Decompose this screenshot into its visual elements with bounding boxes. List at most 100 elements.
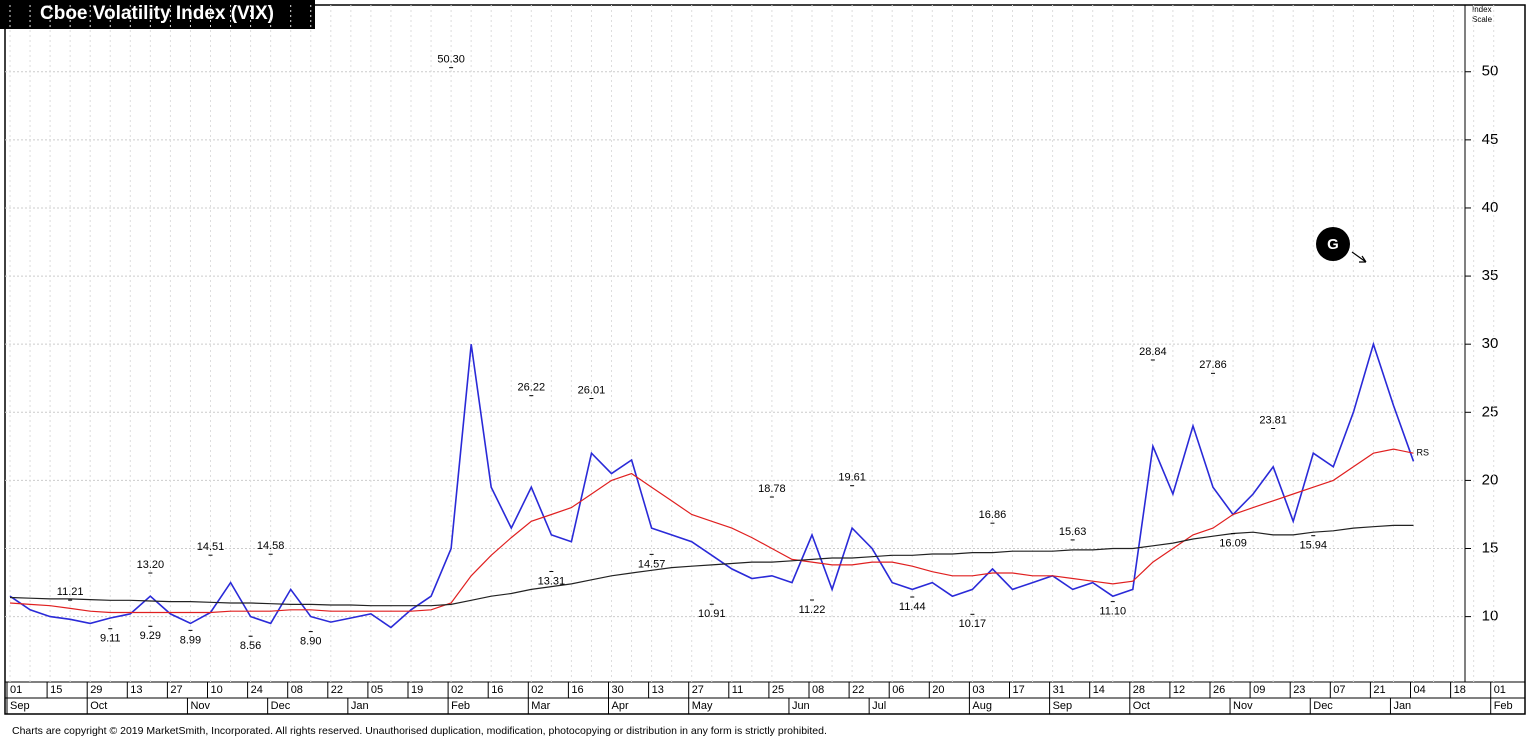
x-tick-label: 04: [1414, 684, 1426, 696]
x-tick-label: 12: [1173, 684, 1185, 696]
series-line: [9, 448, 1414, 614]
annotation: 8.99: [180, 634, 201, 646]
month-label: Feb: [1494, 700, 1513, 712]
x-tick-label: 03: [972, 684, 984, 696]
annotation: 26.01: [578, 384, 606, 396]
x-tick-label: 02: [451, 684, 463, 696]
x-tick-label: 22: [852, 684, 864, 696]
x-tick-label: 19: [411, 684, 423, 696]
series-line: [9, 524, 1414, 607]
x-tick-label: 22: [331, 684, 343, 696]
marker-label: G: [1327, 236, 1339, 253]
annotation: 16.09: [1219, 538, 1247, 550]
annotation: 23.81: [1259, 414, 1287, 426]
x-tick-label: 08: [291, 684, 303, 696]
month-label: Sep: [1053, 700, 1073, 712]
month-label: Oct: [1133, 700, 1150, 712]
annotation: 10.17: [959, 618, 987, 630]
month-label: Jun: [792, 700, 810, 712]
annotation: 9.29: [140, 630, 161, 642]
x-tick-label: 27: [170, 684, 182, 696]
series-line: [9, 341, 1415, 629]
annotation: 14.57: [638, 558, 666, 570]
y-tick-label: 15: [1482, 539, 1499, 556]
x-tick-label: 29: [90, 684, 102, 696]
annotation: 18.78: [758, 483, 786, 495]
title-box: [0, 0, 315, 29]
annotation: 27.86: [1199, 359, 1227, 371]
x-tick-label: 30: [612, 684, 624, 696]
x-tick-label: 08: [812, 684, 824, 696]
month-label: Nov: [1233, 700, 1253, 712]
x-tick-label: 31: [1053, 684, 1065, 696]
y-tick-label: 35: [1482, 267, 1499, 284]
annotation: 8.56: [240, 640, 261, 652]
annotation: 28.84: [1139, 346, 1167, 358]
y-tick-label: 45: [1482, 131, 1499, 148]
x-tick-label: 07: [1333, 684, 1345, 696]
marker-arrow: [1351, 251, 1367, 263]
month-label: Jan: [351, 700, 369, 712]
annotation: 11.22: [799, 604, 826, 616]
annotation: 8.90: [300, 636, 321, 648]
annotation: 26.22: [518, 382, 546, 394]
x-tick-label: 21: [1373, 684, 1385, 696]
x-tick-label: 15: [50, 684, 62, 696]
x-tick-label: 16: [571, 684, 583, 696]
x-tick-label: 14: [1093, 684, 1105, 696]
x-tick-label: 09: [1253, 684, 1265, 696]
annotation: 11.44: [899, 601, 926, 613]
x-tick-label: 13: [652, 684, 664, 696]
chart-title: Cboe Volatility Index (VIX): [40, 3, 274, 24]
month-label: Sep: [10, 700, 30, 712]
month-label: Aug: [972, 700, 992, 712]
month-label: Jan: [1393, 700, 1411, 712]
y-tick-label: 40: [1482, 199, 1499, 216]
end-label: RS: [1417, 448, 1430, 458]
x-tick-label: 20: [932, 684, 944, 696]
month-label: Jul: [872, 700, 886, 712]
annotation: 16.86: [979, 509, 1007, 521]
x-tick-label: 13: [130, 684, 142, 696]
x-tick-label: 06: [892, 684, 904, 696]
x-tick-label: 11: [732, 684, 743, 696]
x-tick-label: 01: [1494, 684, 1506, 696]
annotation: 15.63: [1059, 526, 1087, 538]
frame: [4, 4, 1526, 715]
annotation: 10.91: [698, 608, 726, 620]
annotation: 9.11: [100, 633, 121, 645]
annotation: 13.31: [538, 575, 566, 587]
month-label: Nov: [190, 700, 210, 712]
x-tick-label: 24: [251, 684, 263, 696]
x-tick-label: 17: [1013, 684, 1025, 696]
annotation: 13.20: [137, 559, 165, 571]
footer: Charts are copyright © 2019 MarketSmith,…: [12, 725, 827, 737]
month-label: Dec: [1313, 700, 1333, 712]
month-label: Dec: [271, 700, 291, 712]
x-tick-label: 10: [211, 684, 223, 696]
month-label: Mar: [531, 700, 550, 712]
y-axis-label-box: Index Scale: [1472, 5, 1492, 24]
x-tick-label: 25: [772, 684, 784, 696]
y-tick-label: 30: [1482, 335, 1499, 352]
x-tick-label: 28: [1133, 684, 1145, 696]
x-tick-label: 16: [491, 684, 503, 696]
x-tick-label: 27: [692, 684, 704, 696]
month-label: May: [692, 700, 713, 712]
x-tick-label: 23: [1293, 684, 1305, 696]
month-label: Oct: [90, 700, 107, 712]
annotation: 11.21: [57, 586, 84, 598]
x-tick-label: 18: [1454, 684, 1466, 696]
annotation: 11.10: [1099, 606, 1126, 618]
y-tick-label: 50: [1482, 63, 1499, 80]
x-tick-label: 01: [10, 684, 22, 696]
annotation: 50.30: [437, 54, 465, 66]
y-tick-label: 10: [1482, 608, 1499, 625]
x-tick-label: 05: [371, 684, 383, 696]
annotation: 19.61: [838, 472, 866, 484]
month-label: Feb: [451, 700, 470, 712]
annotation: 15.94: [1299, 540, 1327, 552]
y-tick-label: 25: [1482, 403, 1499, 420]
marker-circle: [1316, 227, 1350, 261]
